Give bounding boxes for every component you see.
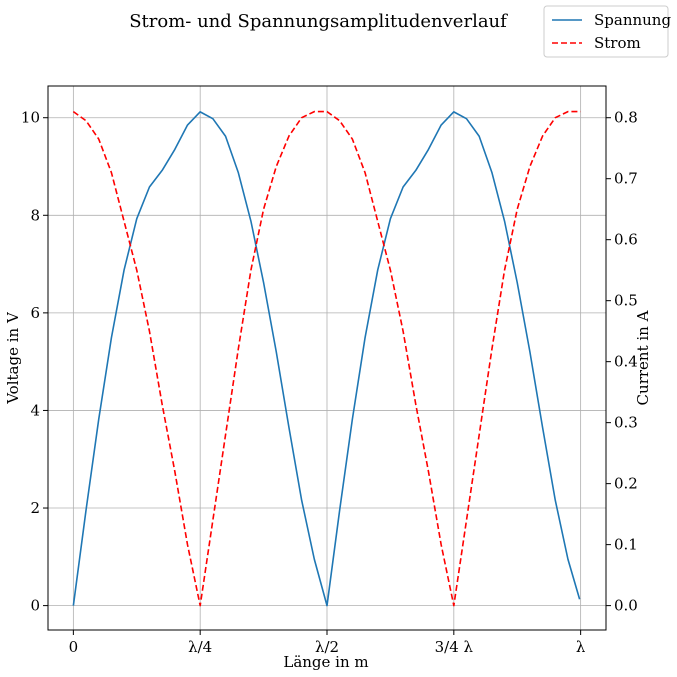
- series-line-spannung: [72, 111, 581, 607]
- right-tick-label: 0.8: [614, 109, 638, 127]
- right-tick-label: 0.4: [614, 353, 638, 371]
- right-tick-label: 0.5: [614, 292, 638, 310]
- series-layer: [72, 110, 581, 607]
- x-axis-label: Länge in m: [283, 653, 368, 671]
- legend-box: [543, 5, 669, 58]
- left-tick-label: 8: [30, 206, 40, 224]
- right-tick-label: 0.3: [614, 414, 638, 432]
- left-axis-label: Voltage in V: [4, 311, 22, 405]
- x-axis-ticks: 0 λ/4 λ/2 3/4 λ λ: [69, 630, 586, 656]
- left-axis-ticks: 0 2 4 6 8 10: [21, 109, 48, 615]
- legend-label-spannung: Spannung: [594, 11, 671, 29]
- right-tick-label: 0.7: [614, 170, 638, 188]
- chart-title: Strom- und Spannungsamplitudenverlauf: [129, 11, 508, 32]
- legend: Spannung Strom: [543, 5, 671, 58]
- right-axis-label: Current in A: [634, 310, 652, 405]
- left-tick-label: 2: [30, 499, 40, 517]
- right-tick-label: 0.6: [614, 231, 638, 249]
- series-line-strom: [72, 110, 581, 607]
- legend-label-strom: Strom: [594, 34, 641, 52]
- right-axis-ticks: 0.0 0.1 0.2 0.3 0.4 0.5 0.6 0.7 0.8: [606, 109, 638, 615]
- x-tick-label: 0: [69, 638, 79, 656]
- grid: [48, 86, 606, 630]
- right-tick-label: 0.0: [614, 597, 638, 615]
- left-tick-label: 10: [21, 109, 40, 127]
- right-tick-label: 0.2: [614, 475, 638, 493]
- right-tick-label: 0.1: [614, 536, 638, 554]
- x-tick-label: 3/4 λ: [435, 638, 474, 656]
- left-tick-label: 6: [30, 304, 40, 322]
- left-tick-label: 0: [30, 597, 40, 615]
- x-tick-label: λ/2: [315, 638, 339, 656]
- left-tick-label: 4: [30, 401, 40, 419]
- x-tick-label: λ/4: [188, 638, 212, 656]
- x-tick-label: λ: [576, 638, 586, 656]
